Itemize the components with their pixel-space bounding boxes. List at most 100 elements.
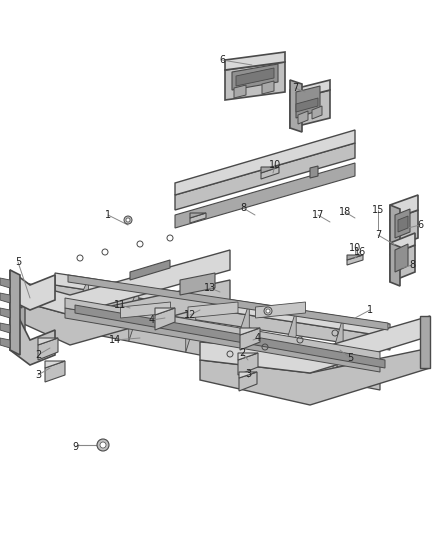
Polygon shape [175, 163, 355, 228]
Text: 18: 18 [339, 207, 351, 217]
Polygon shape [236, 68, 274, 86]
Polygon shape [0, 323, 10, 333]
Polygon shape [0, 278, 10, 288]
Polygon shape [238, 353, 258, 360]
Polygon shape [310, 166, 318, 178]
Polygon shape [10, 270, 55, 310]
Text: 4: 4 [149, 315, 155, 325]
Polygon shape [261, 167, 279, 179]
Text: 15: 15 [372, 205, 384, 215]
Text: 5: 5 [15, 257, 21, 267]
Polygon shape [45, 310, 380, 390]
Polygon shape [15, 280, 25, 330]
Polygon shape [390, 243, 400, 286]
Text: 3: 3 [245, 369, 251, 379]
Polygon shape [298, 111, 308, 124]
Polygon shape [225, 62, 285, 100]
Polygon shape [239, 303, 249, 362]
Polygon shape [262, 81, 274, 94]
Text: 14: 14 [109, 335, 121, 345]
Polygon shape [45, 361, 65, 368]
Polygon shape [188, 302, 238, 318]
Polygon shape [45, 295, 380, 375]
Polygon shape [190, 213, 206, 218]
Text: 11: 11 [114, 300, 126, 310]
Polygon shape [155, 308, 175, 330]
Polygon shape [232, 64, 278, 90]
Polygon shape [78, 278, 88, 332]
Text: 9: 9 [72, 442, 78, 452]
Polygon shape [180, 273, 215, 295]
Polygon shape [129, 286, 139, 341]
Polygon shape [390, 195, 418, 220]
Polygon shape [65, 308, 380, 372]
Polygon shape [398, 216, 408, 232]
Text: 8: 8 [240, 203, 246, 213]
Polygon shape [65, 298, 380, 362]
Polygon shape [395, 244, 408, 272]
Polygon shape [10, 270, 20, 355]
Text: 1: 1 [105, 210, 111, 220]
Polygon shape [200, 316, 430, 373]
Polygon shape [38, 338, 58, 345]
Polygon shape [240, 328, 260, 350]
Polygon shape [395, 209, 410, 238]
Polygon shape [55, 273, 390, 337]
Polygon shape [130, 260, 170, 280]
Polygon shape [225, 52, 285, 70]
Polygon shape [290, 80, 330, 100]
Polygon shape [186, 294, 196, 352]
Text: 6: 6 [219, 55, 225, 65]
Polygon shape [296, 98, 318, 112]
Polygon shape [45, 361, 65, 382]
Text: 7: 7 [292, 83, 298, 93]
Circle shape [264, 307, 272, 315]
Circle shape [97, 439, 109, 451]
Polygon shape [234, 85, 246, 98]
Polygon shape [120, 302, 170, 318]
Polygon shape [175, 130, 355, 195]
Polygon shape [290, 80, 302, 132]
Polygon shape [190, 213, 206, 223]
Polygon shape [0, 308, 10, 318]
Polygon shape [68, 275, 388, 330]
Polygon shape [155, 308, 175, 315]
Text: 2: 2 [35, 350, 41, 360]
Polygon shape [312, 106, 322, 119]
Polygon shape [75, 305, 385, 368]
Circle shape [100, 442, 106, 448]
Polygon shape [347, 255, 363, 260]
Polygon shape [333, 317, 343, 381]
Polygon shape [15, 295, 22, 308]
Polygon shape [420, 316, 430, 368]
Polygon shape [290, 90, 330, 128]
Text: 8: 8 [409, 260, 415, 270]
Polygon shape [296, 86, 320, 118]
Polygon shape [175, 143, 355, 210]
Text: 6: 6 [417, 220, 423, 230]
Polygon shape [15, 250, 230, 315]
Polygon shape [239, 372, 257, 378]
Polygon shape [38, 338, 58, 360]
Polygon shape [0, 338, 10, 348]
Text: 12: 12 [184, 310, 196, 320]
Polygon shape [390, 233, 415, 255]
Text: 5: 5 [347, 353, 353, 363]
Text: 7: 7 [375, 230, 381, 240]
Polygon shape [238, 353, 258, 375]
Text: 10: 10 [269, 160, 281, 170]
Polygon shape [390, 210, 418, 248]
Text: 4: 4 [255, 333, 261, 343]
Circle shape [124, 216, 132, 224]
Polygon shape [255, 302, 305, 318]
Text: 17: 17 [312, 210, 324, 220]
Text: 2: 2 [239, 348, 245, 358]
Polygon shape [15, 280, 230, 345]
Text: 1: 1 [367, 305, 373, 315]
Polygon shape [347, 255, 363, 265]
Polygon shape [261, 167, 279, 173]
Circle shape [126, 218, 130, 222]
Polygon shape [390, 245, 415, 282]
Polygon shape [0, 293, 10, 303]
Circle shape [266, 309, 270, 313]
